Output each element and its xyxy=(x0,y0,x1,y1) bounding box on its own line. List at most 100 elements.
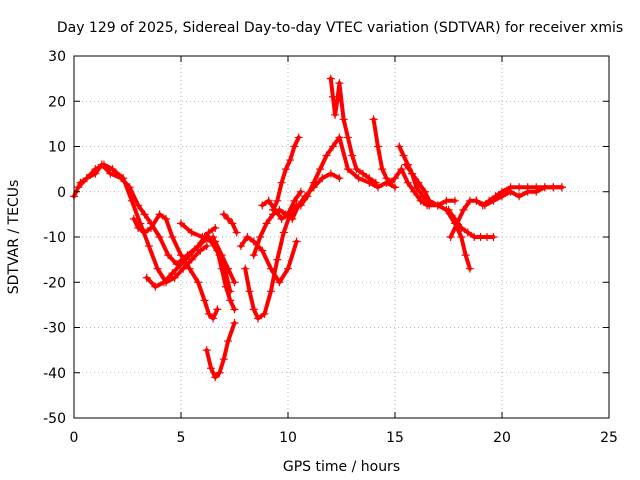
data-point xyxy=(224,214,233,223)
data-point xyxy=(198,233,207,241)
data-point xyxy=(480,201,489,210)
data-point xyxy=(410,187,419,196)
data-point xyxy=(457,233,466,241)
y-tick-label: -50 xyxy=(43,411,66,427)
data-point xyxy=(219,210,228,219)
data-point xyxy=(142,273,151,282)
data-point xyxy=(442,196,451,205)
series-arc-20 xyxy=(444,205,498,241)
data-point xyxy=(335,133,344,142)
series-line xyxy=(448,185,564,239)
data-point xyxy=(316,165,325,174)
data-point xyxy=(108,165,117,174)
data-point xyxy=(446,233,455,241)
data-point xyxy=(119,174,128,183)
data-point xyxy=(254,314,263,323)
series-arc-13 xyxy=(258,187,305,223)
data-point xyxy=(266,287,275,296)
data-point xyxy=(399,151,408,160)
data-point xyxy=(204,309,213,318)
data-point xyxy=(245,287,254,296)
series-line xyxy=(211,235,237,312)
data-point xyxy=(249,237,258,246)
data-point xyxy=(414,178,423,187)
data-point xyxy=(279,228,288,237)
series-line xyxy=(238,235,299,285)
data-point xyxy=(450,196,459,205)
data-point xyxy=(318,174,327,183)
data-point xyxy=(177,251,185,260)
data-point xyxy=(217,264,226,273)
data-point xyxy=(420,187,429,196)
data-point xyxy=(213,305,222,314)
series-arc-15 xyxy=(326,74,380,187)
data-point xyxy=(215,368,224,377)
data-point xyxy=(498,192,506,201)
data-point xyxy=(202,346,211,355)
series-line xyxy=(131,212,220,321)
data-point xyxy=(273,196,282,205)
data-point xyxy=(412,183,421,192)
data-point xyxy=(335,174,344,183)
data-point xyxy=(271,205,280,214)
series-arc-7 xyxy=(219,210,241,237)
data-point xyxy=(228,219,237,228)
data-point xyxy=(260,309,269,318)
chart-title: Day 129 of 2025, Sidereal Day-to-day VTE… xyxy=(57,20,623,36)
data-point xyxy=(211,223,220,232)
data-point xyxy=(322,151,331,160)
data-point xyxy=(343,133,352,142)
series-line xyxy=(328,76,378,185)
series-arc-12 xyxy=(269,133,303,214)
data-point xyxy=(557,183,566,192)
data-point xyxy=(365,174,374,183)
data-point xyxy=(209,314,218,323)
series-arc-4 xyxy=(129,210,222,323)
data-point xyxy=(256,233,265,241)
data-point xyxy=(425,196,434,205)
data-point xyxy=(328,142,337,151)
data-point xyxy=(506,187,515,196)
data-point xyxy=(258,246,267,255)
data-point xyxy=(185,264,194,273)
data-point xyxy=(162,214,171,223)
data-point xyxy=(219,355,228,364)
data-point xyxy=(515,192,524,201)
y-tick-label: -40 xyxy=(43,366,66,382)
data-point xyxy=(206,364,215,373)
data-point xyxy=(200,296,209,305)
data-point xyxy=(194,242,203,251)
data-point xyxy=(463,228,472,237)
data-point xyxy=(155,210,164,219)
series-arc-14 xyxy=(296,133,399,210)
data-point xyxy=(230,318,239,327)
y-tick-label: 10 xyxy=(48,140,66,156)
data-point xyxy=(249,251,258,260)
data-point xyxy=(164,251,173,260)
data-point xyxy=(281,165,290,174)
data-point xyxy=(403,178,412,187)
x-tick-label: 20 xyxy=(493,430,511,446)
data-point xyxy=(106,169,115,178)
data-point xyxy=(273,255,282,264)
series-arc-16 xyxy=(369,115,432,210)
data-point xyxy=(453,219,462,228)
data-point xyxy=(187,228,196,237)
data-point xyxy=(224,337,233,346)
data-point xyxy=(258,201,267,210)
data-point xyxy=(296,201,305,210)
data-point xyxy=(354,174,363,183)
data-point xyxy=(284,264,292,273)
data-point xyxy=(168,233,177,241)
data-point xyxy=(209,233,218,241)
data-point xyxy=(277,178,286,187)
data-point xyxy=(465,264,474,273)
data-point xyxy=(284,210,292,219)
data-point xyxy=(489,233,498,241)
data-point xyxy=(489,196,498,205)
data-point xyxy=(335,79,344,88)
y-tick-label: 0 xyxy=(57,185,66,201)
data-point xyxy=(408,169,417,178)
data-point xyxy=(433,201,442,210)
